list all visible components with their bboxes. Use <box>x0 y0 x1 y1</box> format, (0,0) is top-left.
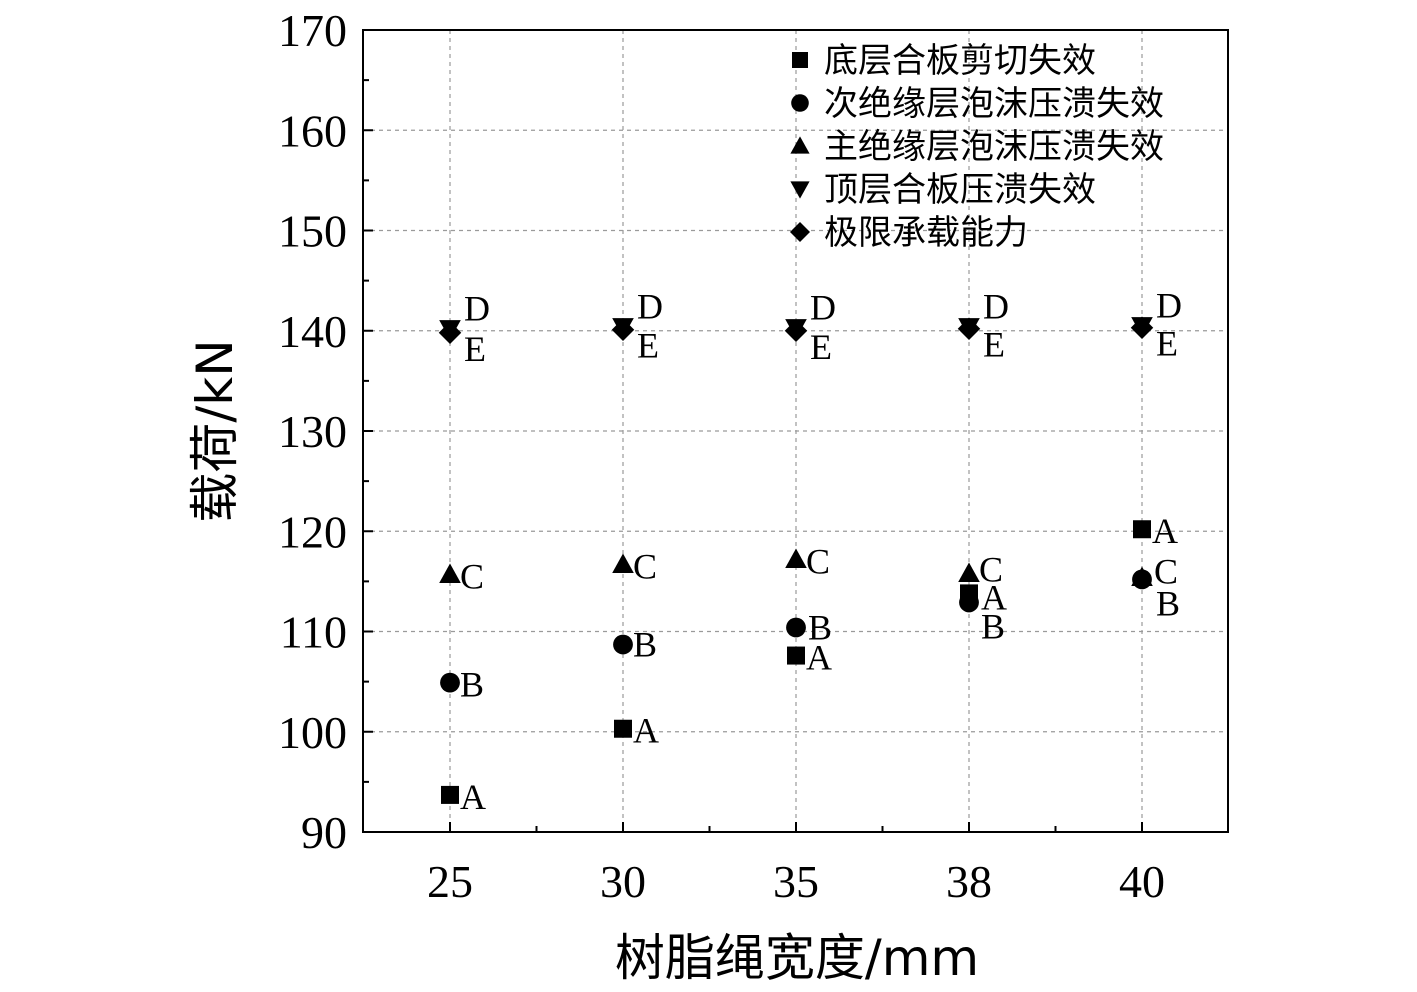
marker-b <box>613 634 633 655</box>
legend-label: 次绝缘层泡沫压溃失效 <box>824 84 1164 124</box>
point-label-c: C <box>806 541 830 581</box>
point-label-b: B <box>460 665 484 705</box>
point-label-c: C <box>979 549 1003 589</box>
marker-a <box>787 646 805 665</box>
marker-e <box>784 319 808 342</box>
marker-e <box>1130 316 1154 339</box>
point-label-a: A <box>981 577 1007 617</box>
legend-label: 极限承载能力 <box>824 213 1028 253</box>
y-tick-label: 160 <box>278 105 347 156</box>
x-axis-title: 树脂绳宽度/mm <box>615 929 979 987</box>
legend-marker-c <box>790 136 810 154</box>
point-label-d: D <box>464 289 490 329</box>
y-axis-title: 载荷/kN <box>186 339 244 522</box>
marker-e <box>957 317 981 340</box>
point-label-e: E <box>810 327 832 367</box>
point-label-d: D <box>1156 286 1182 326</box>
marker-e <box>611 318 635 341</box>
x-tick-label: 38 <box>946 856 992 907</box>
point-label-b: B <box>633 625 657 665</box>
y-tick-label: 170 <box>278 5 347 56</box>
x-tick-label: 35 <box>773 856 819 907</box>
marker-c <box>1131 566 1153 587</box>
marker-c <box>439 563 461 583</box>
point-label-e: E <box>637 326 659 366</box>
marker-c <box>612 553 634 573</box>
y-tick-label: 100 <box>278 707 347 758</box>
y-tick-label: 140 <box>278 306 347 357</box>
x-tick-label: 25 <box>427 856 473 907</box>
x-tick-label: 40 <box>1119 856 1165 907</box>
point-label-d: D <box>810 288 836 328</box>
point-label-a: A <box>460 777 486 817</box>
legend-marker-b <box>791 94 809 112</box>
point-label-e: E <box>464 329 486 369</box>
point-label-a: A <box>806 638 832 678</box>
legend-marker-e <box>790 222 810 242</box>
marker-b <box>440 672 460 693</box>
legend-label: 顶层合板压溃失效 <box>824 170 1096 210</box>
marker-b <box>959 592 979 613</box>
y-tick-labels: 90 100 110 120 130 140 150 160 170 <box>278 5 347 858</box>
point-label-d: D <box>983 287 1009 327</box>
axis-ticks <box>363 29 1143 833</box>
legend-label: 底层合板剪切失效 <box>824 41 1096 81</box>
x-tick-labels: 25 30 35 38 40 <box>427 856 1165 907</box>
point-label-b: B <box>1156 583 1180 623</box>
marker-e <box>438 321 462 345</box>
y-tick-label: 120 <box>278 506 347 557</box>
point-label-d: D <box>637 287 663 327</box>
marker-c <box>785 548 807 568</box>
legend-marker-d <box>790 181 810 199</box>
y-tick-label: 130 <box>278 406 347 457</box>
point-label-e: E <box>1156 324 1178 364</box>
marker-a <box>1133 520 1151 539</box>
y-tick-label: 110 <box>280 607 347 658</box>
x-tick-label: 30 <box>600 856 646 907</box>
marker-a <box>614 719 632 738</box>
point-label-c: C <box>1154 551 1178 591</box>
legend-label: 主绝缘层泡沫压溃失效 <box>824 127 1164 167</box>
point-label-c: C <box>633 546 657 586</box>
legend: 底层合板剪切失效次绝缘层泡沫压溃失效主绝缘层泡沫压溃失效顶层合板压溃失效极限承载… <box>790 41 1164 253</box>
point-label-a: A <box>633 711 659 751</box>
point-label-b: B <box>981 606 1005 646</box>
point-label-a: A <box>1152 511 1178 551</box>
point-label-c: C <box>460 556 484 596</box>
legend-marker-a <box>792 52 808 68</box>
y-tick-label: 150 <box>278 206 347 257</box>
point-label-b: B <box>808 607 832 647</box>
point-label-e: E <box>983 325 1005 365</box>
marker-c <box>958 562 980 582</box>
y-tick-label: 90 <box>301 807 347 858</box>
marker-b <box>786 617 806 638</box>
marker-a <box>441 785 459 804</box>
